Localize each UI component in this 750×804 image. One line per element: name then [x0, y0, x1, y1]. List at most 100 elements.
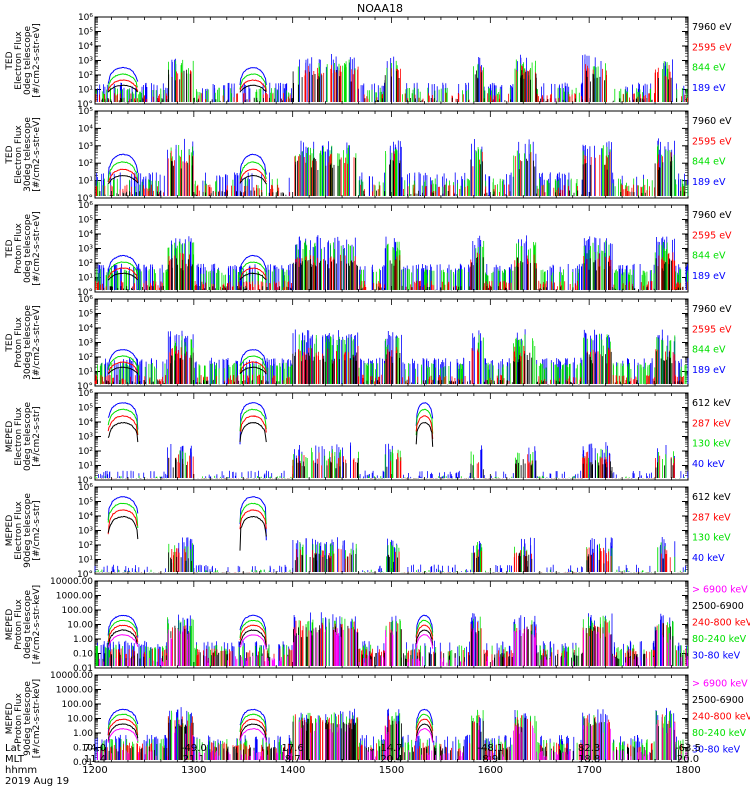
- y-tick-label: 10¹: [78, 462, 93, 472]
- y-tick-label: 10⁴: [78, 124, 93, 134]
- legend-entry: 844 eV: [692, 157, 726, 168]
- spike-trace: [95, 150, 685, 196]
- legend-entry: 130 keV: [692, 439, 731, 450]
- y-axis-title-line: Proton Flux: [14, 223, 24, 274]
- legend-entry: 2500-6900: [692, 601, 744, 612]
- belt-trace: [107, 496, 139, 521]
- y-axis-title-line: 30deg telescope: [23, 117, 33, 192]
- belt-trace: [415, 723, 434, 742]
- y-axis-title-line: [#/cm2-s-str]: [32, 500, 42, 560]
- belt-trace: [239, 619, 267, 643]
- y-tick-label: 10⁶: [78, 389, 93, 399]
- y-axis-title-line: [#/cm2-s-str-keV]: [32, 679, 42, 758]
- y-tick-label: 10¹: [78, 368, 93, 378]
- legend-entry: 189 eV: [692, 365, 726, 376]
- legend-entry: 40 keV: [692, 553, 725, 564]
- belt-trace: [107, 153, 139, 182]
- belt-trace: [107, 361, 139, 374]
- x-tick-label-mlt: 20.0: [677, 754, 699, 765]
- y-tick-label: 10⁶: [78, 13, 93, 23]
- belt-trace: [415, 713, 434, 731]
- y-axis-title: MEPEDElectron Flux0deg telescope[#/cm2-s…: [5, 402, 42, 472]
- legend-entry: 7960 eV: [692, 22, 732, 33]
- y-tick-label: 10⁵: [78, 498, 93, 508]
- belt-trace: [239, 516, 267, 551]
- y-axis-title-line: [#/cm2-s-str-eV]: [32, 305, 42, 380]
- belt-trace: [239, 422, 267, 443]
- y-tick-label: 1000.00: [56, 686, 93, 696]
- belt-trace: [107, 174, 139, 185]
- spike-trace: [95, 252, 688, 290]
- y-axis-title-line: TED: [5, 145, 15, 164]
- belt-trace: [107, 254, 139, 275]
- y-axis-title-line: 90deg telescope: [23, 681, 33, 756]
- x-tick-label-lat: -48.1: [477, 743, 503, 754]
- y-tick-label: 1.00: [73, 729, 93, 739]
- y-axis-title-line: 0deg telescope: [23, 402, 33, 472]
- y-tick-label: 10¹: [78, 274, 93, 284]
- belt-trace: [239, 728, 267, 743]
- x-tick-label-lat: 14.7: [380, 743, 402, 754]
- belt-trace: [239, 355, 267, 372]
- y-axis-title-line: TED: [5, 239, 15, 258]
- y-tick-label: 0.01: [73, 664, 93, 674]
- x-tick-label-hhmm: 1200: [82, 765, 107, 776]
- belt-trace: [239, 67, 267, 86]
- legend-entry: 2595 eV: [692, 230, 732, 241]
- y-axis-title-line: TED: [5, 333, 15, 352]
- legend-entry: 240-800 keV: [692, 712, 750, 723]
- belt-trace: [239, 349, 267, 372]
- legend-entry: 80-240 keV: [692, 728, 747, 739]
- belt-trace: [239, 161, 267, 181]
- belt-trace: [107, 619, 139, 646]
- belt-trace: [239, 84, 267, 93]
- legend-entry: 2595 eV: [692, 324, 732, 335]
- series-black: [94, 515, 684, 573]
- legend-entry: 287 keV: [692, 418, 731, 429]
- y-tick-label: 10°: [77, 288, 93, 298]
- series-red: [95, 64, 688, 102]
- y-axis-title-line: 0deg telescope: [23, 590, 33, 660]
- y-tick-label: 10⁴: [78, 324, 93, 334]
- y-axis-title-line: Electron Flux: [14, 407, 24, 466]
- legend-entry: 130 keV: [692, 533, 731, 544]
- belt-trace: [415, 728, 434, 743]
- belt-trace: [107, 718, 139, 736]
- series-black: [99, 156, 685, 196]
- belt-trace: [239, 168, 267, 184]
- y-tick-label: 10.00: [67, 621, 93, 631]
- legend-entry: 844 eV: [692, 63, 726, 74]
- legend-entry: 7960 eV: [692, 116, 732, 127]
- legend-entry: > 6900 keV: [692, 585, 748, 596]
- y-tick-label: 10000.00: [50, 577, 93, 587]
- belt-trace: [415, 718, 434, 743]
- y-tick-label: 1000.00: [56, 592, 93, 602]
- belt-trace: [239, 718, 267, 741]
- belt-trace: [107, 629, 139, 645]
- x-tick-label-mlt: 8.7: [285, 754, 301, 765]
- y-axis-title-line: Electron Flux: [14, 501, 24, 560]
- series-magenta: [99, 627, 689, 666]
- spike-trace: [95, 351, 688, 385]
- belt-trace: [415, 408, 434, 436]
- panel-ted-proton-30deg: 10° 10¹ 10² 10³ 10⁴ 10⁵ 10⁶ TEDProton Flux30deg…: [5, 295, 732, 392]
- legend-entry: 2595 eV: [692, 136, 732, 147]
- legend-entry: 612 keV: [692, 492, 731, 503]
- y-axis-title-line: MEPED: [5, 609, 15, 641]
- spike-trace: [97, 721, 687, 760]
- x-tick-label-mlt: 18.8: [578, 754, 600, 765]
- series-green: [96, 144, 689, 196]
- belt-trace: [107, 168, 139, 183]
- y-axis-title: MEPEDElectron Flux90deg telescope[#/cm2-…: [5, 493, 42, 568]
- y-axis-title-line: TED: [5, 51, 15, 70]
- spike-trace: [96, 458, 681, 479]
- x-tick-label-hhmm: 1300: [181, 765, 206, 776]
- x-tick-label-lat: -63.5: [675, 743, 701, 754]
- belt-trace: [239, 153, 267, 179]
- panel-meped-proton-90deg: 0.01 0.10 1.00 10.00 100.00 1000.00 10000.00 ME…: [5, 671, 750, 768]
- belt-trace: [107, 727, 139, 743]
- y-axis-title-line: MEPED: [5, 703, 15, 735]
- chart-title: NOAA18: [357, 2, 403, 15]
- date-label: 2019 Aug 19: [5, 776, 69, 787]
